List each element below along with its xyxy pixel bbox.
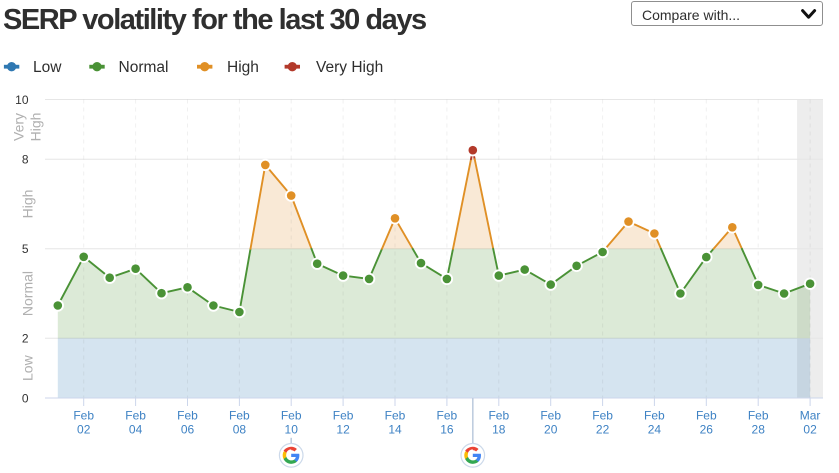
svg-text:Feb: Feb <box>748 409 769 423</box>
svg-text:24: 24 <box>648 423 662 437</box>
svg-text:28: 28 <box>752 423 766 437</box>
svg-text:2: 2 <box>22 332 29 346</box>
svg-text:Feb: Feb <box>73 409 94 423</box>
svg-text:08: 08 <box>233 423 247 437</box>
svg-text:Feb: Feb <box>540 409 561 423</box>
svg-text:Feb: Feb <box>177 409 198 423</box>
svg-text:Feb: Feb <box>488 409 509 423</box>
svg-text:06: 06 <box>181 423 195 437</box>
svg-text:8: 8 <box>22 153 29 167</box>
svg-text:18: 18 <box>492 423 506 437</box>
svg-text:Feb: Feb <box>229 409 250 423</box>
svg-text:10: 10 <box>15 93 29 107</box>
svg-text:0: 0 <box>22 391 29 405</box>
svg-text:Feb: Feb <box>281 409 302 423</box>
svg-text:02: 02 <box>77 423 91 437</box>
svg-text:02: 02 <box>803 423 817 437</box>
svg-text:Feb: Feb <box>644 409 665 423</box>
svg-text:Very: Very <box>11 113 27 141</box>
svg-text:Feb: Feb <box>437 409 458 423</box>
svg-text:Low: Low <box>20 354 36 381</box>
svg-text:Feb: Feb <box>125 409 146 423</box>
svg-text:04: 04 <box>129 423 143 437</box>
svg-text:Feb: Feb <box>696 409 717 423</box>
svg-text:High: High <box>28 113 44 142</box>
svg-text:5: 5 <box>22 242 29 256</box>
svg-text:20: 20 <box>544 423 558 437</box>
svg-text:Feb: Feb <box>333 409 354 423</box>
svg-text:Normal: Normal <box>20 271 36 316</box>
svg-text:10: 10 <box>285 423 299 437</box>
svg-text:16: 16 <box>440 423 454 437</box>
svg-text:22: 22 <box>596 423 610 437</box>
svg-text:Mar: Mar <box>800 409 821 423</box>
svg-text:Feb: Feb <box>385 409 406 423</box>
svg-text:Feb: Feb <box>592 409 613 423</box>
svg-text:12: 12 <box>336 423 350 437</box>
svg-text:14: 14 <box>388 423 402 437</box>
svg-text:High: High <box>20 190 36 219</box>
svg-text:26: 26 <box>700 423 714 437</box>
